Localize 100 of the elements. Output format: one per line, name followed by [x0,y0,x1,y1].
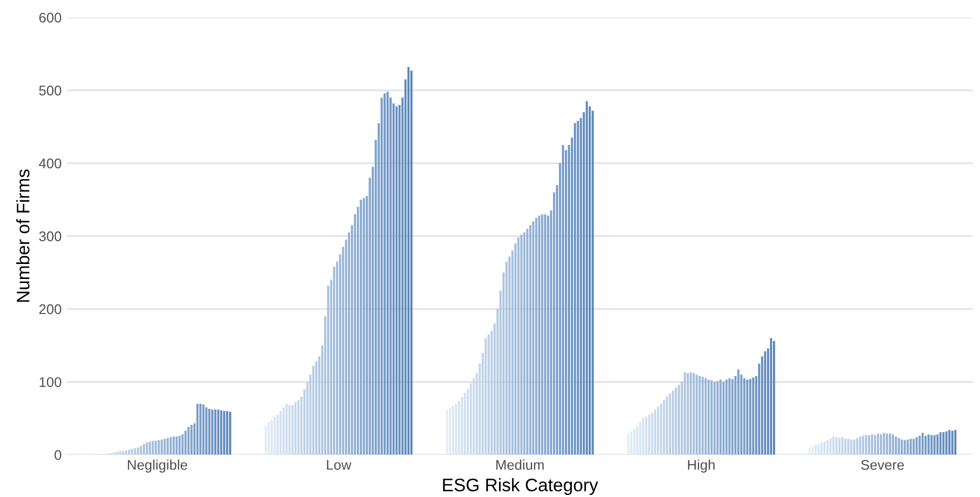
bar [220,410,222,455]
bar [746,380,748,455]
bar [208,408,210,455]
x-axis-title: ESG Risk Category [443,478,598,495]
bar [912,438,915,455]
bar [668,394,672,455]
bar [184,430,187,455]
bar [888,434,891,455]
bar [170,437,172,455]
y-tick-label: 600 [39,12,62,23]
bar [276,414,279,455]
bar [894,436,897,455]
bar [942,432,945,455]
bar [672,390,674,455]
bar [847,438,850,455]
bar [362,198,365,455]
bar [945,431,948,455]
bar [205,407,208,455]
bar [627,434,630,455]
bar [160,439,163,455]
bar [916,437,918,455]
bar [119,451,122,455]
bar [217,410,220,455]
bar [722,382,725,455]
bar [410,70,413,455]
bar [868,435,870,455]
bar [838,438,840,455]
bar [178,436,181,455]
bar [865,435,868,455]
bar [841,437,844,455]
bar [948,430,950,455]
bar [576,120,579,455]
bar [454,404,458,455]
bar [820,442,823,455]
bar [264,426,267,455]
y-tick-label: 500 [39,86,62,96]
bar [954,430,956,455]
bar [823,442,826,455]
bar [666,396,668,455]
bar [146,442,148,455]
bar [636,426,638,455]
bar [176,436,178,455]
bar [922,432,924,455]
bar [520,234,522,455]
bar [166,438,169,455]
bar [850,439,852,455]
y-tick-label: 100 [40,377,62,388]
bar [674,388,677,455]
bar [704,378,707,455]
y-tick-label: 300 [39,231,62,242]
bar [535,218,538,455]
bar [844,438,846,455]
bar [148,442,151,455]
bar [853,439,856,455]
bar [529,225,532,455]
bar [464,392,466,455]
bar [196,404,198,455]
x-tick-label: High [688,460,715,473]
bar [158,440,160,455]
bar [312,366,314,455]
bar [892,434,894,455]
bar [702,376,704,455]
bar [725,380,728,455]
bar [134,448,136,455]
bar [770,338,772,455]
bar [458,400,460,455]
y-tick-label: 400 [38,158,62,168]
bar [288,405,291,455]
bar [657,406,660,455]
bar [384,93,386,455]
bar [128,450,130,455]
bar [122,451,124,455]
bar [752,377,754,455]
bar [136,447,140,455]
bar [716,381,719,455]
bar [928,434,930,455]
bar [898,438,900,455]
bar [517,238,520,455]
bar [280,411,282,455]
bar [645,416,648,455]
bar [633,428,636,455]
bar [541,214,544,455]
bar [698,376,701,455]
bar [592,110,594,455]
x-tick-label: Medium [496,460,544,470]
bar [574,123,576,455]
bar [651,412,654,455]
bar [648,414,650,455]
bar [696,374,698,455]
bar [291,405,294,455]
x-tick-label: Severe [861,460,904,470]
bar [930,435,933,455]
bar [164,438,166,455]
bar [859,436,862,455]
bar [862,436,864,455]
bar [900,439,903,455]
bar [274,416,276,455]
bar [154,440,157,455]
bar [951,430,954,455]
bar [538,216,540,455]
